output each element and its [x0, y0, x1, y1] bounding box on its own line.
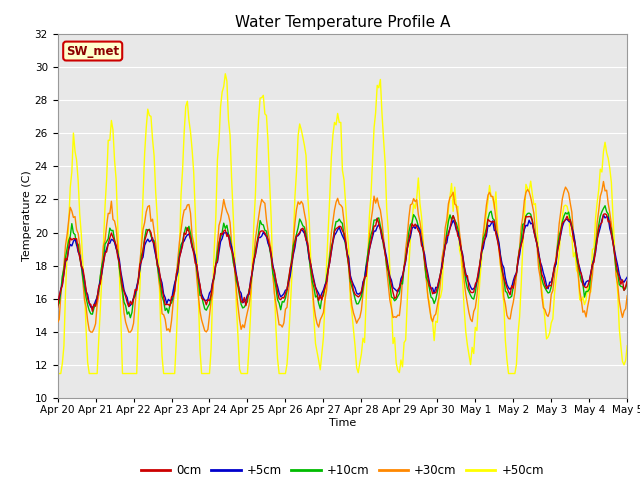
Legend: 0cm, +5cm, +10cm, +30cm, +50cm: 0cm, +5cm, +10cm, +30cm, +50cm [136, 459, 548, 480]
Text: SW_met: SW_met [66, 45, 119, 58]
X-axis label: Time: Time [329, 418, 356, 428]
Title: Water Temperature Profile A: Water Temperature Profile A [235, 15, 450, 30]
Y-axis label: Temperature (C): Temperature (C) [22, 170, 32, 262]
